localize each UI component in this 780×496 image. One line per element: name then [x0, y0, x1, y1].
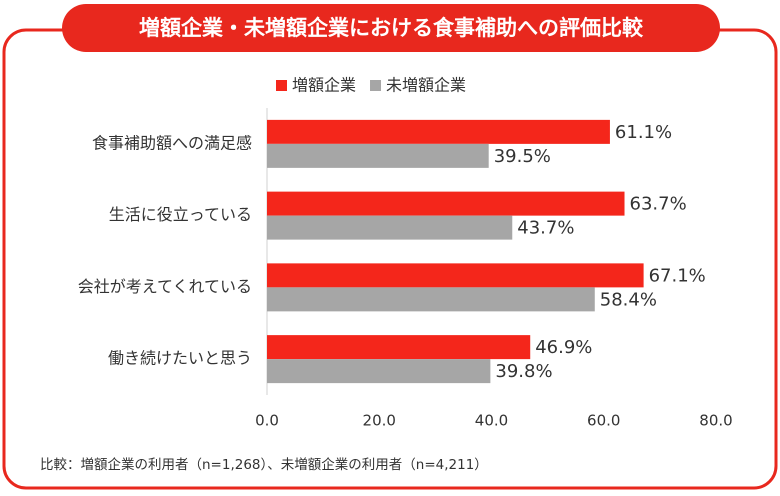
y-tick-label: 食事補助額への満足感	[92, 133, 252, 152]
x-tick-label: 40.0	[475, 412, 508, 430]
bar	[267, 215, 513, 240]
bar	[267, 143, 489, 168]
x-tick-label: 20.0	[363, 412, 396, 430]
bar	[267, 359, 491, 384]
y-tick-label: 会社が考えてくれている	[78, 277, 252, 296]
value-label: 46.9%	[535, 337, 592, 358]
value-label: 61.1%	[615, 122, 672, 143]
bar	[267, 119, 610, 144]
x-tick-label: 0.0	[255, 412, 279, 430]
chart-title: 増額企業・未増額企業における食事補助への評価比較	[139, 16, 644, 40]
bar	[267, 335, 531, 360]
footnote: 比較：増額企業の利用者（n=1,268）、未増額企業の利用者（n=4,211）	[40, 456, 488, 473]
value-label: 58.4%	[600, 289, 657, 310]
value-label: 67.1%	[649, 265, 706, 286]
x-tick-label: 60.0	[587, 412, 620, 430]
legend-label: 未増額企業	[386, 76, 466, 95]
y-tick-label: 生活に役立っている	[109, 205, 252, 224]
bar	[267, 191, 625, 216]
value-label: 39.5%	[494, 146, 551, 167]
title-pill	[62, 4, 720, 52]
value-label: 39.8%	[495, 361, 552, 382]
value-label: 43.7%	[517, 218, 574, 239]
legend-label: 増額企業	[292, 76, 356, 95]
bar	[267, 287, 595, 312]
legend-swatch	[276, 80, 287, 91]
y-tick-label: 働き続けたいと思う	[108, 349, 252, 368]
value-label: 63.7%	[630, 194, 687, 215]
x-tick-label: 80.0	[699, 412, 732, 430]
legend-swatch	[370, 80, 382, 91]
bar	[267, 263, 644, 288]
